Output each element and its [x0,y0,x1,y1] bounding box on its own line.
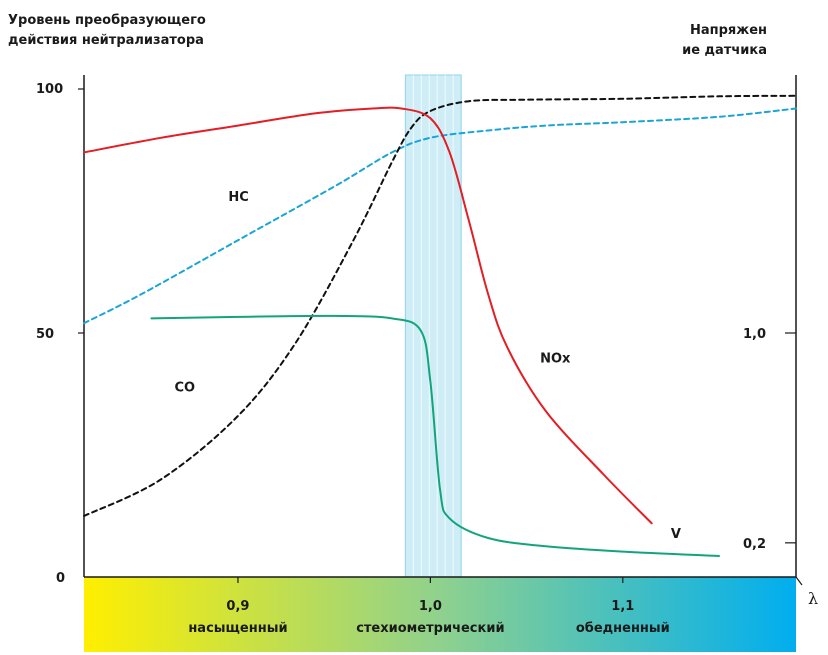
series-line-co [83,94,797,517]
series-label-hc: HC [228,190,248,205]
x-tick-sublabel: насыщенный [188,621,287,636]
left-title-line-2: действия нейтрализатора [8,33,204,48]
series-label-v: V [671,527,681,542]
lambda-gradient-band [84,577,796,652]
right-tick-label: 1,0 [743,327,766,342]
x-axis-arrow [795,576,803,586]
series-line-voltage [150,314,720,557]
x-tick-sublabel: стехиометрический [356,621,504,636]
series-line-hc [83,107,797,325]
x-tick-label: 1,0 [419,599,442,614]
series-label-co: CO [174,381,195,396]
right-tick-label: 0,2 [743,537,766,552]
stoichiometric-window [404,74,462,578]
x-tick-label: 1,1 [611,599,634,614]
left-tick-label-0: 0 [56,571,65,586]
left-title-line-1: Уровень преобразующего [8,13,206,28]
left-tick-label-50: 50 [36,327,54,342]
series-label-nox: NOx [540,351,571,366]
x-tick-sublabel: обедненный [576,621,670,636]
x-tick-label: 0,9 [226,599,249,614]
right-title-line-1: Напряжен [690,23,767,38]
x-axis-symbol: λ [808,589,818,608]
left-tick-label-100: 100 [36,82,63,97]
series-line-nox [83,106,653,525]
right-title-line-2: ие датчика [682,43,767,58]
